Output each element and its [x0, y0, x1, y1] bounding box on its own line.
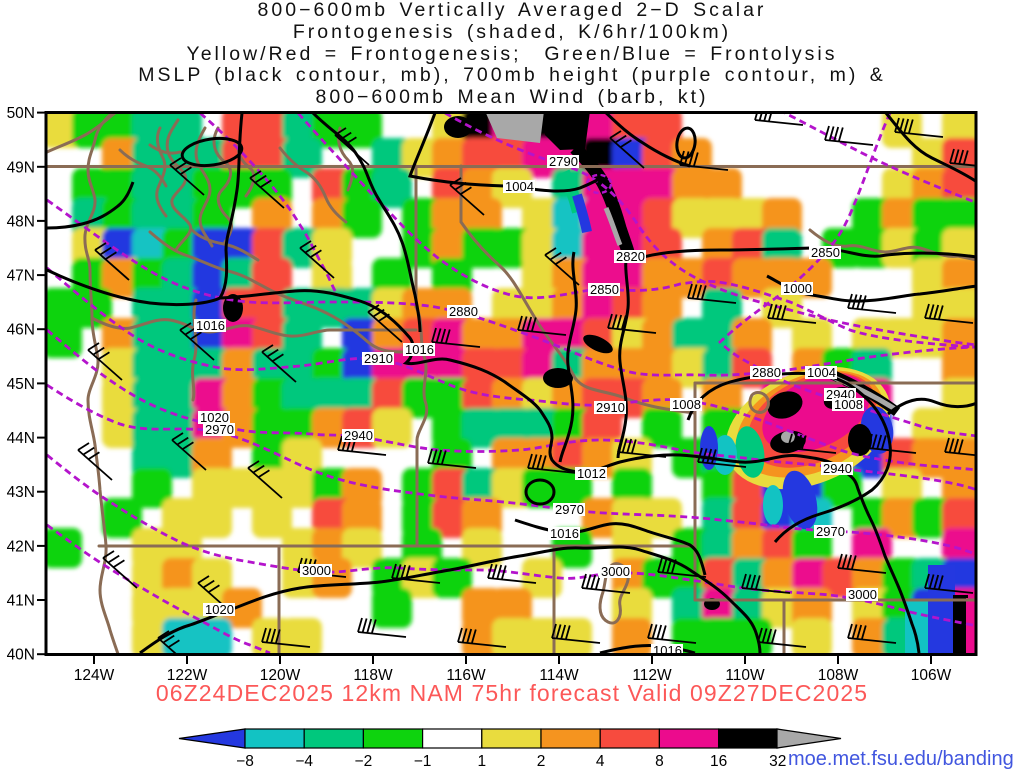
- svg-text:2880: 2880: [752, 365, 781, 380]
- svg-text:45N: 45N: [7, 376, 35, 393]
- svg-text:106W: 106W: [911, 667, 952, 684]
- svg-text:50N: 50N: [7, 105, 35, 122]
- svg-text:2970: 2970: [816, 524, 845, 539]
- svg-text:1016: 1016: [653, 643, 682, 658]
- svg-text:110W: 110W: [725, 667, 765, 684]
- svg-text:2970: 2970: [205, 422, 234, 437]
- svg-text:1008: 1008: [672, 397, 701, 412]
- svg-text:16: 16: [710, 753, 727, 768]
- svg-text:−8: −8: [236, 753, 254, 768]
- svg-text:2880: 2880: [449, 304, 478, 319]
- svg-text:8: 8: [655, 753, 664, 768]
- svg-text:1020: 1020: [205, 602, 234, 617]
- svg-text:2940: 2940: [823, 461, 852, 476]
- svg-text:124W: 124W: [74, 667, 115, 684]
- svg-text:1012: 1012: [577, 466, 606, 481]
- svg-text:118W: 118W: [353, 667, 393, 684]
- svg-text:2970: 2970: [555, 502, 584, 517]
- svg-text:−2: −2: [355, 753, 373, 768]
- svg-text:43N: 43N: [7, 484, 35, 501]
- svg-text:1016: 1016: [550, 526, 579, 541]
- svg-text:49N: 49N: [7, 159, 35, 176]
- svg-text:112W: 112W: [632, 667, 672, 684]
- svg-text:2: 2: [537, 753, 546, 768]
- svg-text:3000: 3000: [848, 587, 877, 602]
- svg-text:3000: 3000: [601, 564, 630, 579]
- svg-text:108W: 108W: [818, 667, 859, 684]
- svg-text:2790: 2790: [549, 154, 578, 169]
- svg-text:2940: 2940: [344, 428, 373, 443]
- svg-text:32: 32: [769, 753, 786, 768]
- svg-text:120W: 120W: [260, 667, 301, 684]
- svg-text:1004: 1004: [505, 179, 534, 194]
- svg-text:2850: 2850: [811, 245, 840, 260]
- svg-text:1008: 1008: [834, 397, 863, 412]
- svg-text:−4: −4: [295, 753, 313, 768]
- svg-text:1: 1: [477, 753, 486, 768]
- svg-text:40N: 40N: [7, 647, 35, 664]
- svg-text:1016: 1016: [405, 342, 434, 357]
- svg-text:41N: 41N: [7, 593, 35, 610]
- svg-text:1000: 1000: [783, 281, 812, 296]
- svg-text:47N: 47N: [7, 268, 35, 285]
- svg-text:2820: 2820: [616, 249, 645, 264]
- svg-text:3000: 3000: [302, 563, 331, 578]
- svg-text:46N: 46N: [7, 322, 35, 339]
- svg-text:2910: 2910: [364, 351, 393, 366]
- svg-text:2910: 2910: [596, 400, 625, 415]
- svg-text:114W: 114W: [539, 667, 579, 684]
- svg-text:1020: 1020: [200, 410, 229, 425]
- svg-text:1016: 1016: [196, 318, 225, 333]
- svg-text:1004: 1004: [807, 365, 836, 380]
- svg-text:−1: −1: [414, 753, 432, 768]
- svg-text:2850: 2850: [590, 282, 619, 297]
- svg-text:116W: 116W: [446, 667, 486, 684]
- svg-text:122W: 122W: [167, 667, 208, 684]
- svg-text:48N: 48N: [7, 213, 35, 230]
- svg-text:4: 4: [596, 753, 605, 768]
- svg-text:42N: 42N: [7, 538, 35, 555]
- svg-text:44N: 44N: [7, 430, 35, 447]
